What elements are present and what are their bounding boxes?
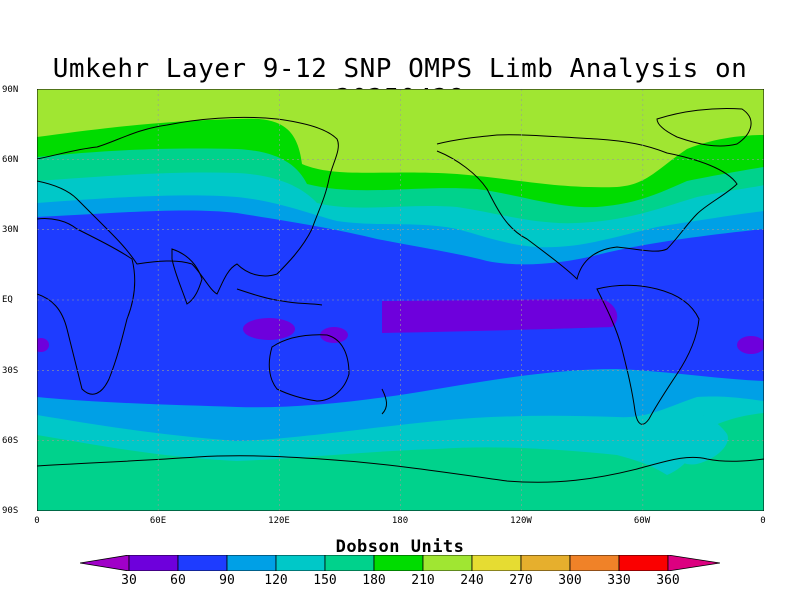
colorbar-tick-label: 90 (219, 573, 235, 588)
coast-africa (37, 218, 136, 395)
lon-label-60w: 60W (633, 516, 651, 526)
colorbar-segment (471, 555, 522, 571)
lat-label-90s: 90S (2, 506, 19, 516)
colorbar-segment (569, 555, 620, 571)
colorbar-under-arrow (80, 555, 130, 571)
colorbar-tick-label: 60 (170, 573, 186, 588)
lon-label-120w: 120W (510, 516, 532, 526)
colorbar-segment (422, 555, 473, 571)
colorbar-tick-label: 330 (607, 573, 631, 588)
colorbar-tick-label: 240 (460, 573, 484, 588)
colorbar-tick-label: 30 (121, 573, 137, 588)
lon-label-120e: 120E (268, 516, 290, 526)
low-coral (320, 327, 348, 343)
coast-antarctica (37, 455, 764, 483)
coast-newzealand (381, 388, 387, 415)
lat-label-60s: 60S (2, 436, 19, 446)
colorbar-title: Dobson Units (335, 537, 465, 557)
coast-north-america (436, 134, 738, 280)
colorbar-tick-label: 180 (362, 573, 386, 588)
coast-south-america (596, 284, 700, 425)
colorbar (80, 555, 720, 571)
colorbar-tick-label: 300 (558, 573, 582, 588)
lat-label-eq: EQ (2, 295, 13, 305)
coast-indonesia (236, 288, 323, 306)
coast-greenland (656, 108, 752, 147)
colorbar-segment (373, 555, 424, 571)
colorbar-segment (275, 555, 326, 571)
lat-label-30n: 30N (2, 225, 19, 235)
lon-label-0: 0 (34, 516, 40, 526)
coastlines (37, 108, 764, 483)
colorbar-tick-label: 150 (313, 573, 337, 588)
coast-india (171, 248, 203, 305)
colorbar-segment (618, 555, 669, 571)
colorbar-tick-label: 360 (656, 573, 680, 588)
colorbar-segment (520, 555, 571, 571)
low-indian (243, 318, 295, 340)
colorbar-tick-label: 210 (411, 573, 435, 588)
ozone-map (37, 89, 764, 511)
colorbar-segment (128, 555, 179, 571)
colorbar-over-arrow (667, 555, 720, 571)
colorbar-segment (177, 555, 228, 571)
lat-label-90n: 90N (2, 85, 19, 95)
low-east-edge (737, 336, 764, 354)
lon-label-180: 180 (391, 516, 409, 526)
lon-label-0-right: 0 (760, 516, 766, 526)
colorbar-segment (324, 555, 375, 571)
band-180-south (37, 413, 764, 511)
low-pacific (382, 299, 618, 333)
coast-europe-asia (37, 116, 339, 295)
band-150-tongue (674, 409, 728, 465)
low-west-edge (37, 338, 49, 352)
colorbar-tick-label: 120 (264, 573, 288, 588)
gridlines (37, 89, 764, 511)
lon-label-60e: 60E (149, 516, 167, 526)
coast-australia (268, 334, 350, 402)
colorbar-tick-label: 270 (509, 573, 533, 588)
lat-label-60n: 60N (2, 155, 19, 165)
colorbar-segment (226, 555, 277, 571)
lat-label-30s: 30S (2, 366, 19, 376)
